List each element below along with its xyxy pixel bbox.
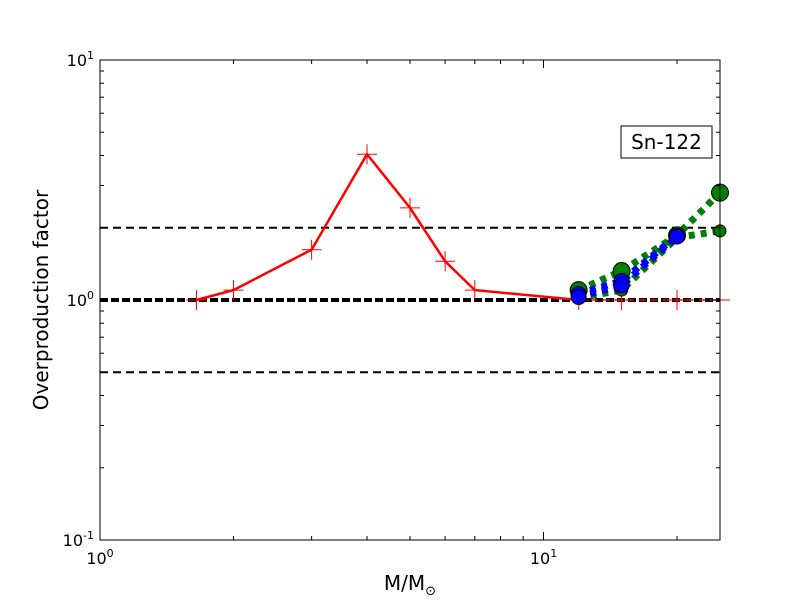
series-line-0 — [196, 151, 579, 302]
x-axis-label: M/M⊙ — [384, 571, 436, 599]
series-0-point-9 — [667, 290, 688, 310]
annotation-frame — [620, 125, 713, 159]
annotation-label: Sn-122 — [631, 130, 702, 154]
y-tick-label-0: 10-1 — [63, 529, 94, 550]
y-tick-label-exponent: -1 — [83, 529, 94, 542]
series-0-point-1 — [223, 280, 244, 301]
x-tick-label-exponent: 1 — [550, 547, 557, 560]
series-0-point-2 — [301, 239, 322, 260]
series-4-point-0 — [570, 288, 587, 305]
y-tick-label-base: 10 — [63, 531, 83, 550]
y-tick-label-exponent: 0 — [87, 289, 94, 302]
x-tick-label-0: 100 — [86, 547, 113, 568]
x-axis-label-subscript: ⊙ — [425, 584, 436, 599]
x-tick-label-base: 10 — [86, 549, 106, 568]
y-tick-label-exponent: 1 — [87, 49, 94, 62]
ticks-layer — [99, 59, 720, 541]
series-4-point-1 — [613, 277, 630, 294]
series-0-point-4 — [400, 197, 420, 218]
y-axis-label: Overproduction factor — [29, 189, 53, 410]
series-0-point-0 — [186, 290, 207, 310]
annotation-box: Sn-122 — [620, 125, 713, 159]
x-tick-label-exponent: 0 — [107, 547, 114, 560]
y-tick-label-1: 100 — [67, 289, 94, 310]
x-axis-label-main: M/M — [384, 571, 425, 595]
series-line-4 — [577, 233, 680, 301]
x-tick-label-base: 10 — [530, 549, 550, 568]
series-layer — [196, 151, 720, 302]
y-tick-label-2: 101 — [67, 49, 94, 70]
x-tick-label-1: 101 — [530, 547, 557, 568]
series-4-point-2 — [669, 228, 686, 245]
y-tick-label-base: 10 — [67, 51, 87, 70]
series-0-point-3 — [357, 144, 378, 165]
series-0-point-6 — [464, 280, 485, 301]
series-0-point-5 — [435, 251, 456, 272]
y-tick-label-base: 10 — [67, 291, 87, 310]
